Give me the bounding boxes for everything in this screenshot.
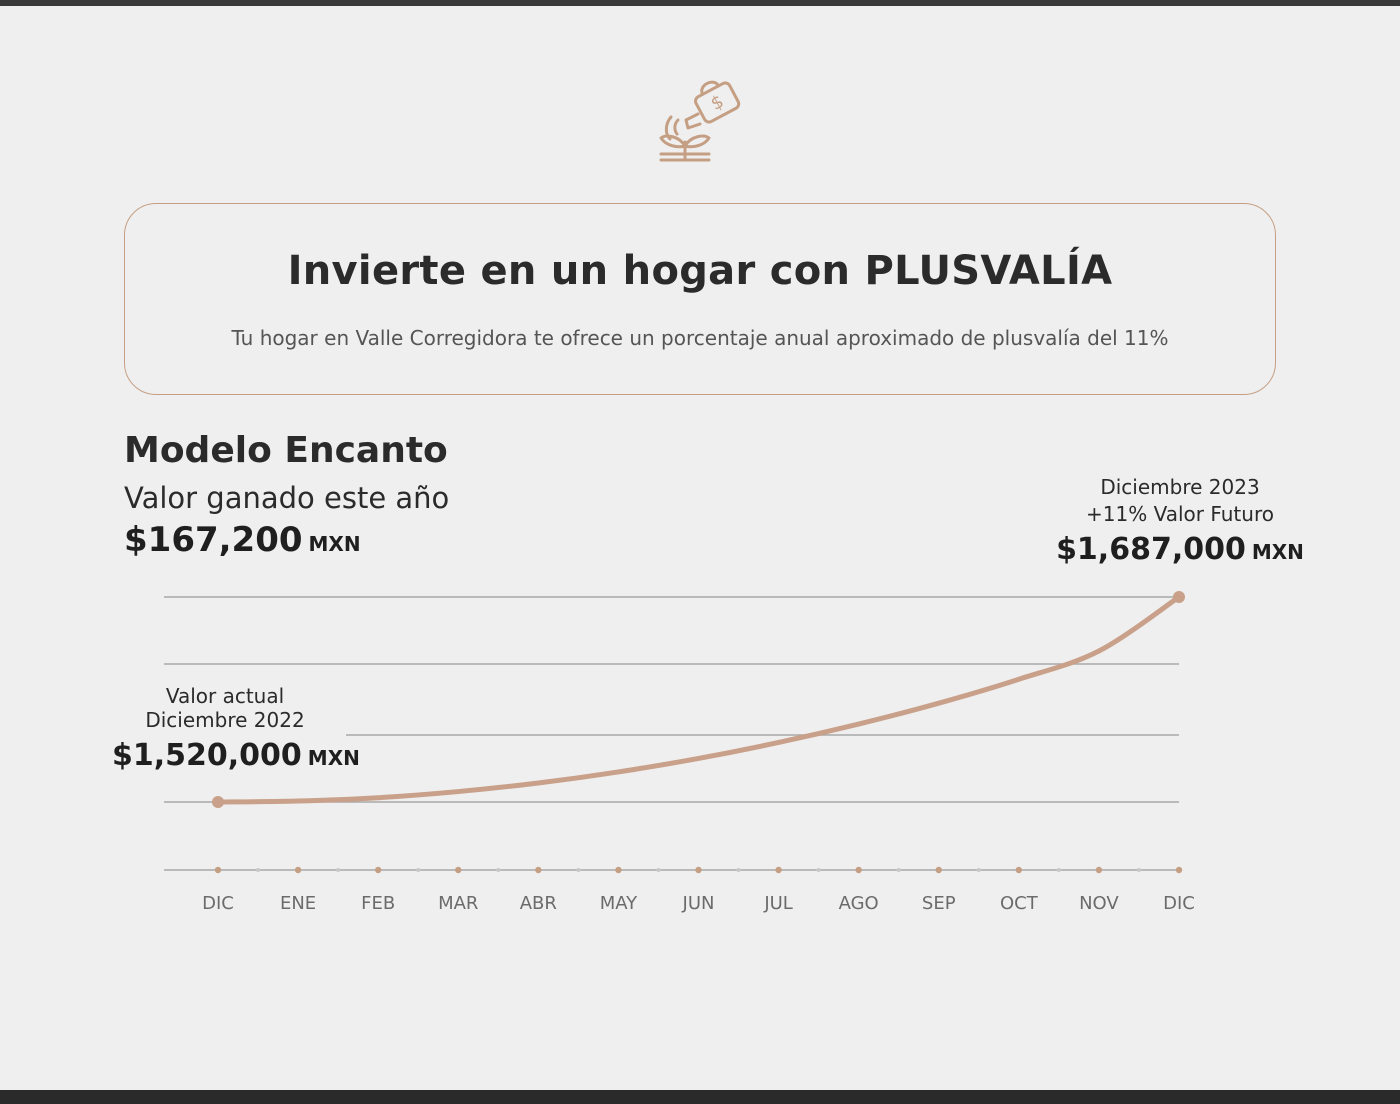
axis-minor-dot	[816, 868, 821, 872]
header-card: Invierte en un hogar con PLUSVALÍA Tu ho…	[124, 203, 1276, 395]
axis-minor-dot	[576, 868, 581, 872]
x-tick-label: OCT	[1000, 893, 1039, 914]
page-subtitle: Tu hogar en Valle Corregidora te ofrece …	[231, 326, 1169, 350]
start-point-annotation: Valor actual Diciembre 2022 $1,520,000 MX…	[104, 684, 360, 773]
x-tick-label: MAY	[600, 893, 638, 914]
end-growth-label: +11% Valor Futuro	[1086, 502, 1274, 526]
axis-minor-dot	[256, 868, 261, 872]
axis-tick-dot	[1095, 866, 1103, 874]
x-tick-label: NOV	[1079, 893, 1119, 914]
axis-tick-dot	[695, 866, 702, 874]
axis-tick-dot	[214, 866, 222, 874]
start-value: $1,520,000	[112, 738, 302, 773]
x-tick-label: ENE	[280, 893, 316, 914]
x-tick-label: AGO	[839, 893, 879, 914]
bottom-frame-bar	[0, 1090, 1400, 1104]
gain-unit: MXN	[308, 532, 361, 556]
x-tick-label: JUN	[682, 893, 715, 914]
end-date-label: Diciembre 2023	[1100, 475, 1260, 499]
end-unit: MXN	[1251, 540, 1304, 564]
start-value-row: $1,520,000 MXN	[112, 738, 360, 773]
model-name: Modelo Encanto	[124, 430, 448, 471]
axis-minor-dot	[496, 868, 501, 872]
gain-value-row: $167,200 MXN	[124, 520, 361, 560]
end-value-row: $1,687,000 MXN	[1030, 532, 1330, 567]
start-unit: MXN	[307, 746, 360, 770]
axis-tick-dot	[294, 866, 302, 874]
axis-tick-dot	[935, 866, 942, 874]
x-tick-label: SEP	[922, 893, 956, 914]
x-tick-label: DIC	[1163, 893, 1195, 914]
axis-tick-dot	[775, 866, 782, 874]
axis-minor-dot	[656, 868, 661, 872]
end-point-marker	[1173, 591, 1185, 603]
axis-minor-dot	[336, 868, 341, 872]
page-title: Invierte en un hogar con PLUSVALÍA	[287, 248, 1113, 294]
axis-tick-dot	[374, 866, 382, 874]
axis-tick-dot	[1175, 866, 1183, 874]
start-point-marker	[212, 796, 224, 808]
axis-minor-dot	[1136, 868, 1141, 872]
axis-minor-dot	[736, 868, 741, 872]
x-tick-label: MAR	[438, 893, 478, 914]
axis-minor-dot	[976, 868, 981, 872]
watering-can-money-plant-icon: $	[659, 80, 741, 162]
end-point-annotation: Diciembre 2023 +11% Valor Futuro $1,687,…	[1030, 474, 1330, 567]
top-frame-bar	[0, 0, 1400, 6]
axis-minor-dot	[896, 868, 901, 872]
axis-tick-dot	[455, 866, 462, 874]
axis-tick-dot	[615, 866, 622, 874]
gain-label: Valor ganado este año	[124, 481, 450, 515]
axis-tick-dot	[1015, 866, 1023, 874]
axis-minor-dot	[416, 868, 421, 872]
gain-value: $167,200	[124, 520, 303, 560]
axis-minor-dot	[1056, 868, 1061, 872]
x-tick-label: JUL	[763, 893, 793, 914]
axis-tick-dot	[535, 866, 542, 874]
axis-tick-dot	[855, 866, 862, 874]
value-series-line	[215, 594, 1182, 805]
x-tick-label: ABR	[520, 893, 557, 914]
end-value: $1,687,000	[1056, 532, 1246, 567]
start-date-label: Diciembre 2022	[145, 708, 305, 732]
x-tick-label: DIC	[202, 893, 234, 914]
start-label: Valor actual	[165, 684, 285, 708]
x-tick-label: FEB	[361, 893, 395, 914]
